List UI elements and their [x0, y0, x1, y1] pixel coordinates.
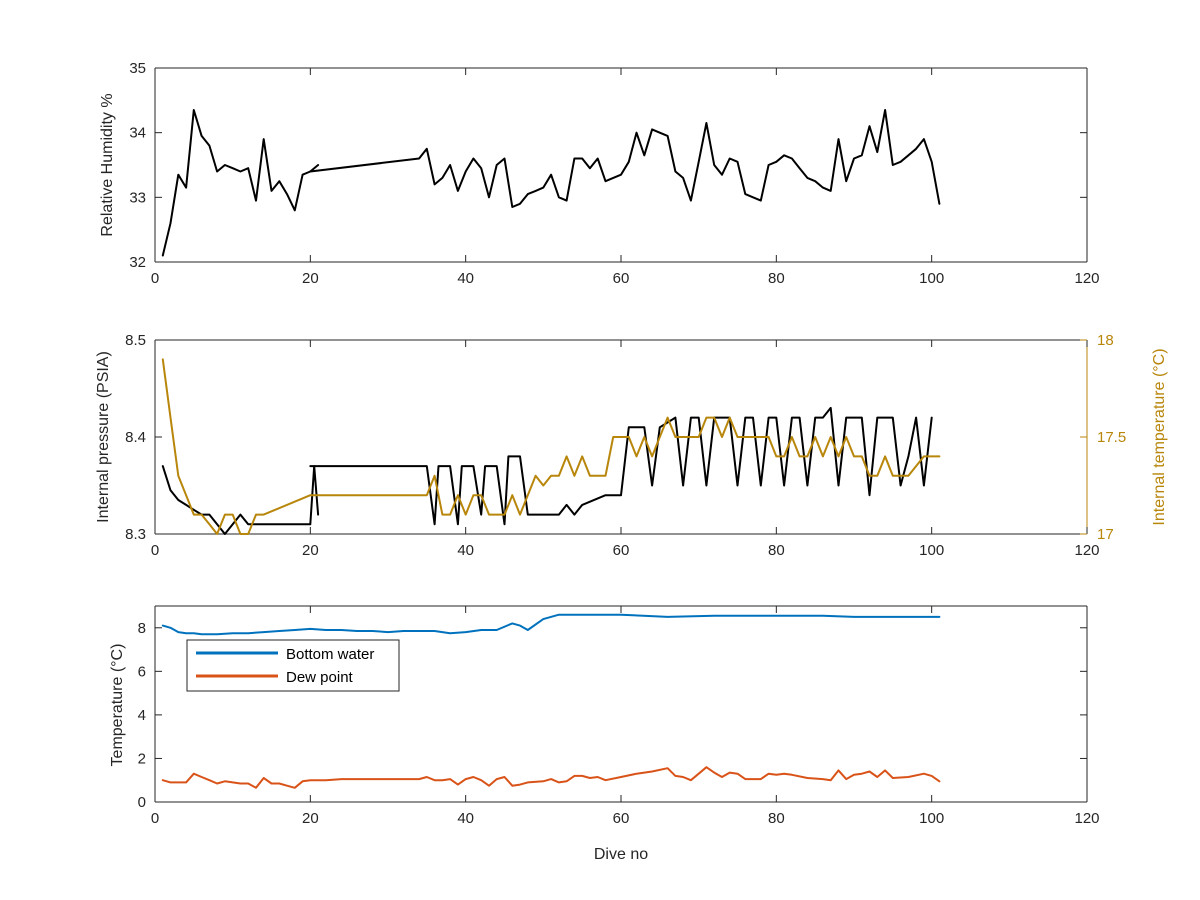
temperature-x-tick-label: 100: [919, 810, 944, 827]
humidity-x-tick-label: 40: [457, 270, 474, 287]
humidity-line-segment-2: [309, 109, 941, 208]
humidity-line-segment-1: [161, 109, 320, 257]
temperature-y-tick-label: 2: [138, 750, 146, 767]
temperature-lines: [161, 613, 941, 789]
pressure-y-axis-label: Internal pressure (PSIA): [95, 351, 112, 523]
pressure-right-y-tick-label: 17.5: [1097, 429, 1126, 446]
humidity-axes: 0 20 40 60 80 100 120 32 33 34 35: [129, 60, 1099, 287]
humidity-x-tick-label: 100: [919, 270, 944, 287]
pressure-x-tick-label: 100: [919, 542, 944, 559]
temperature-x-tick-label: 40: [457, 810, 474, 827]
humidity-x-tick-label: 20: [302, 270, 319, 287]
pressure-y-tick-label: 8.5: [125, 332, 146, 349]
dew-point-line: [161, 766, 941, 789]
pressure-lines: [161, 358, 941, 535]
pressure-right-y-tick-label: 17: [1097, 526, 1114, 543]
humidity-y-tick-label: 34: [129, 125, 146, 142]
pressure-axes: 0 20 40 60 80 100 120 8.3 8.4 8.5 17 17.5 18: [125, 332, 1126, 559]
pressure-x-tick-label: 40: [457, 542, 474, 559]
x-axis-label: Dive no: [594, 846, 648, 863]
temperature-y-tick-label: 4: [138, 707, 146, 724]
temperature-y-axis-label: Temperature (°C): [109, 644, 126, 767]
humidity-lines: [161, 109, 941, 257]
humidity-y-tick-label: 33: [129, 189, 146, 206]
temperature-y-tick-label: 6: [138, 663, 146, 680]
legend-box: [186, 639, 400, 692]
internal-temperature-y-axis-label: Internal temperature (°C): [1151, 348, 1168, 525]
humidity-x-tick-label: 120: [1074, 270, 1099, 287]
temperature-x-tick-label: 120: [1074, 810, 1099, 827]
humidity-panel: 0 20 40 60 80 100 120 32 33 34 35 Relative Humidit…: [99, 60, 1100, 287]
pressure-line-segment-2: [309, 406, 933, 526]
legend: Bottom water Dew point: [186, 639, 400, 692]
temperature-x-tick-label: 60: [613, 810, 630, 827]
pressure-right-y-tick-label: 18: [1097, 332, 1114, 349]
legend-label-dew-point: Dew point: [286, 669, 354, 686]
pressure-x-tick-label: 20: [302, 542, 319, 559]
humidity-x-tick-label: 60: [613, 270, 630, 287]
bottom-water-line: [161, 613, 941, 636]
temperature-x-tick-label: 20: [302, 810, 319, 827]
humidity-x-tick-label: 80: [768, 270, 785, 287]
humidity-y-tick-label: 32: [129, 254, 146, 271]
pressure-x-tick-label: 0: [151, 542, 159, 559]
pressure-y-tick-label: 8.3: [125, 526, 146, 543]
temperature-y-tick-label: 8: [138, 620, 146, 637]
temperature-x-tick-label: 0: [151, 810, 159, 827]
temperature-panel: 0 20 40 60 80 100 120 0 2 4 6 8 Temperature (°C) Di…: [109, 605, 1100, 863]
pressure-line-segment-1: [161, 465, 320, 535]
humidity-x-tick-label: 0: [151, 270, 159, 287]
pressure-y-tick-label: 8.4: [125, 429, 146, 446]
pressure-x-tick-label: 60: [613, 542, 630, 559]
internal-temperature-line: [161, 358, 941, 535]
temperature-x-tick-label: 80: [768, 810, 785, 827]
temperature-y-tick-label: 0: [138, 794, 146, 811]
pressure-panel: 0 20 40 60 80 100 120 8.3 8.4 8.5 17 17.5 18 Interna…: [95, 332, 1168, 559]
temperature-axes: 0 20 40 60 80 100 120 0 2 4 6 8: [138, 605, 1100, 827]
humidity-y-axis-label: Relative Humidity %: [99, 93, 116, 236]
pressure-x-tick-label: 80: [768, 542, 785, 559]
legend-label-bottom-water: Bottom water: [286, 646, 374, 663]
pressure-x-tick-label: 120: [1074, 542, 1099, 559]
humidity-y-tick-label: 35: [129, 60, 146, 77]
